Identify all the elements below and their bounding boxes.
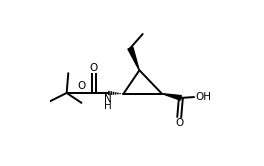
Text: O: O (90, 63, 98, 73)
Text: OH: OH (195, 92, 211, 102)
Text: N: N (104, 94, 112, 104)
Polygon shape (162, 94, 181, 100)
Text: O: O (77, 81, 86, 91)
Text: H: H (104, 101, 112, 111)
Text: O: O (176, 118, 184, 128)
Polygon shape (128, 47, 139, 70)
